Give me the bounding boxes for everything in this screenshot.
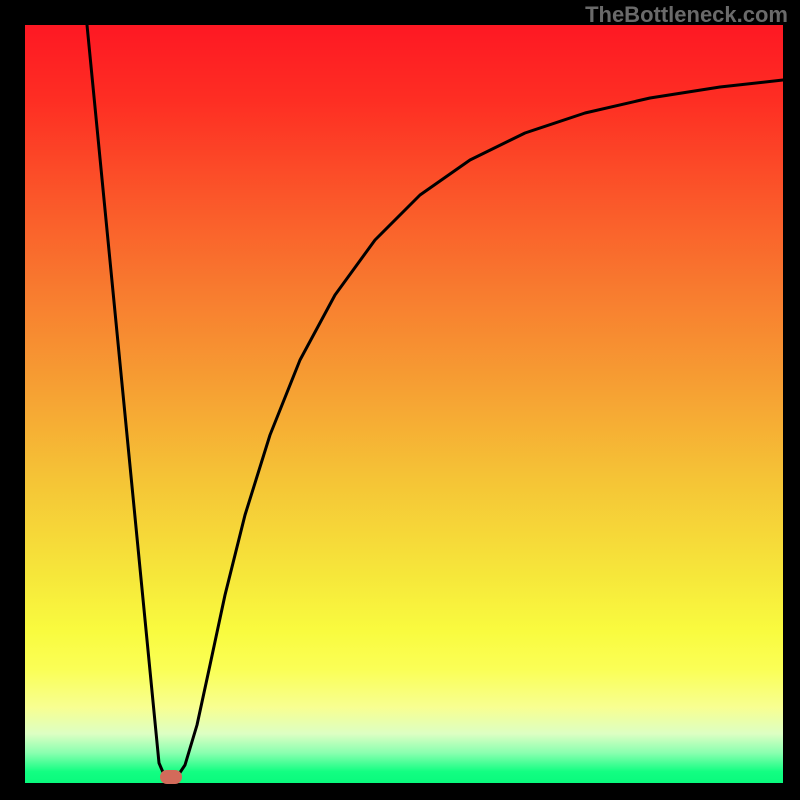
curve-svg: [25, 25, 783, 783]
watermark-text: TheBottleneck.com: [585, 2, 788, 28]
plot-area: [25, 25, 783, 783]
min-marker: [160, 770, 182, 784]
bottleneck-curve: [87, 25, 783, 777]
